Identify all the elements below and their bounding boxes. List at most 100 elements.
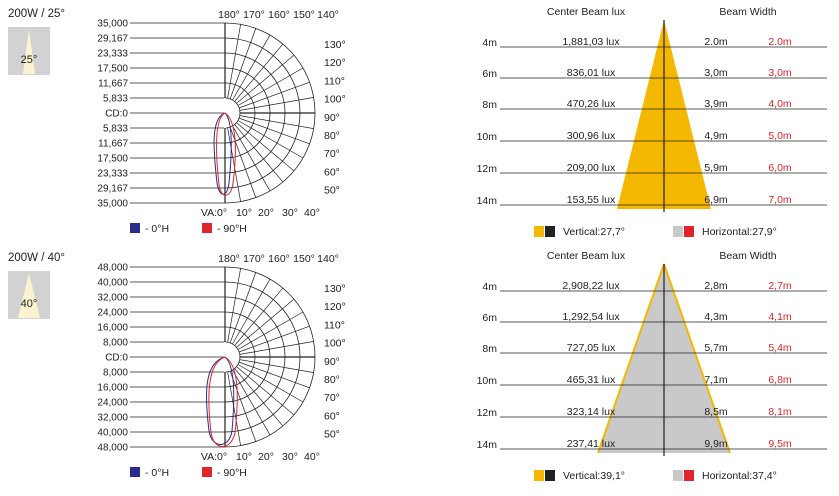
polar-spoke [238, 361, 310, 389]
badge-angle: 25° [21, 54, 38, 66]
vertical-width: 9,9m [704, 438, 728, 450]
lux-value: 1,292,54 lux [562, 311, 620, 323]
va-angle-label: 10° [236, 207, 252, 219]
va-angle-label: VA:0° [201, 451, 227, 463]
distance-label: 6m [482, 68, 497, 80]
polar-spoke [236, 122, 295, 172]
horizontal-width: 4,1m [768, 311, 792, 323]
polar-spoke [234, 43, 284, 102]
va-angle-label: 40° [304, 451, 320, 463]
curve-90h [208, 356, 238, 447]
legend-swatch-90h [202, 467, 212, 477]
polar-spoke [238, 117, 310, 145]
polar-spoke [227, 268, 241, 343]
cd-tick-label: 11,667 [98, 79, 128, 90]
right-angle-label: 90° [324, 112, 340, 124]
cd-tick-label: 17,500 [97, 154, 128, 165]
right-angle-label: 60° [324, 166, 340, 178]
polar-spoke [234, 124, 284, 183]
va-angle-label: 20° [258, 451, 274, 463]
header-center-lux: Center Beam lux [547, 6, 626, 18]
distance-label: 14m [477, 195, 498, 207]
chart-title: 200W / 25° [8, 8, 65, 20]
polar-spoke [237, 364, 304, 403]
cd-tick-label: 23,333 [97, 49, 128, 60]
right-angle-label: 110° [324, 319, 345, 331]
cd-tick-label: 35,000 [97, 199, 128, 210]
distance-label: 12m [477, 407, 498, 419]
lux-value: 237,41 lux [567, 438, 616, 450]
lux-value: 836,01 lux [567, 67, 616, 79]
legend-horizontal-line-swatch [684, 226, 694, 237]
va-angle-label: VA:0° [201, 207, 227, 219]
vertical-width: 5,7m [704, 342, 728, 354]
top-angle-label: 160° [268, 253, 290, 265]
polar-spoke [229, 272, 257, 344]
vertical-width: 3,9m [704, 98, 728, 110]
right-angle-label: 110° [324, 75, 345, 87]
cd-tick-label: 8,000 [103, 338, 128, 349]
vertical-width: 6,9m [704, 194, 728, 206]
cd-tick-label: CD:0 [105, 353, 128, 364]
horizontal-width: 9,5m [768, 438, 792, 450]
right-angle-label: 70° [324, 148, 340, 160]
polar-spoke [227, 24, 241, 99]
legend-vertical-label: Vertical:27,7° [563, 226, 625, 238]
polar-spoke [234, 287, 284, 346]
distance-label: 8m [482, 343, 497, 355]
polar-spoke [236, 298, 295, 348]
polar-spoke [237, 67, 304, 106]
polar-spoke [239, 115, 314, 129]
horizontal-width: 5,4m [768, 342, 792, 354]
chart-title: 200W / 40° [8, 252, 65, 264]
va-angle-label: 10° [236, 451, 252, 463]
top-angle-label: 150° [293, 253, 315, 265]
beam-cone-icon [18, 273, 40, 318]
legend-horizontal-line-swatch [684, 470, 694, 481]
legend-label-90h: - 90°H [217, 223, 247, 235]
vertical-width: 5,9m [704, 162, 728, 174]
polar-spoke [237, 120, 304, 159]
polar-spoke [232, 369, 271, 436]
lux-value: 727,05 lux [567, 342, 616, 354]
horizontal-width: 7,0m [768, 194, 792, 206]
lux-value: 209,00 lux [567, 162, 616, 174]
horizontal-width: 4,0m [768, 98, 792, 110]
legend-label-0h: - 0°H [145, 223, 169, 235]
polar-spoke [236, 366, 295, 416]
top-angle-label: 140° [317, 253, 339, 265]
polar-spoke [239, 359, 314, 373]
lux-value: 465,31 lux [567, 374, 616, 386]
right-angle-label: 120° [324, 301, 346, 313]
polar-spoke [238, 325, 310, 353]
top-angle-label: 170° [243, 253, 265, 265]
vertical-width: 4,9m [704, 130, 728, 142]
cd-tick-label: 48,000 [97, 263, 128, 274]
right-angle-label: 120° [324, 57, 346, 69]
polar-spoke [229, 28, 257, 100]
distance-label: 4m [482, 281, 497, 293]
right-angle-label: 80° [324, 374, 340, 386]
right-angle-label: 90° [324, 356, 340, 368]
polar-spoke [237, 311, 304, 350]
legend-horizontal-label: Horizontal:37,4° [702, 470, 777, 482]
top-angle-label: 140° [317, 9, 339, 21]
cd-tick-label: 32,000 [97, 293, 128, 304]
header-center-lux: Center Beam lux [547, 250, 626, 262]
horizontal-width: 6,8m [768, 374, 792, 386]
cd-tick-label: 17,500 [97, 64, 128, 75]
cd-tick-label: 5,833 [103, 124, 128, 135]
right-angle-label: 70° [324, 392, 340, 404]
beam-edge-right [663, 263, 731, 454]
legend-swatch-90h [202, 223, 212, 233]
cd-tick-label: 23,333 [97, 169, 128, 180]
cd-tick-label: 40,000 [97, 428, 128, 439]
horizontal-width: 8,1m [768, 406, 792, 418]
polar-spoke [232, 34, 271, 101]
cd-tick-label: 24,000 [97, 308, 128, 319]
vertical-width: 3,0m [704, 67, 728, 79]
legend-vertical-line-swatch [545, 226, 555, 237]
right-angle-label: 100° [324, 338, 346, 350]
cd-tick-label: 5,833 [103, 94, 128, 105]
